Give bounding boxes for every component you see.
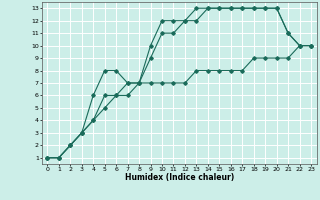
X-axis label: Humidex (Indice chaleur): Humidex (Indice chaleur) [124,173,234,182]
